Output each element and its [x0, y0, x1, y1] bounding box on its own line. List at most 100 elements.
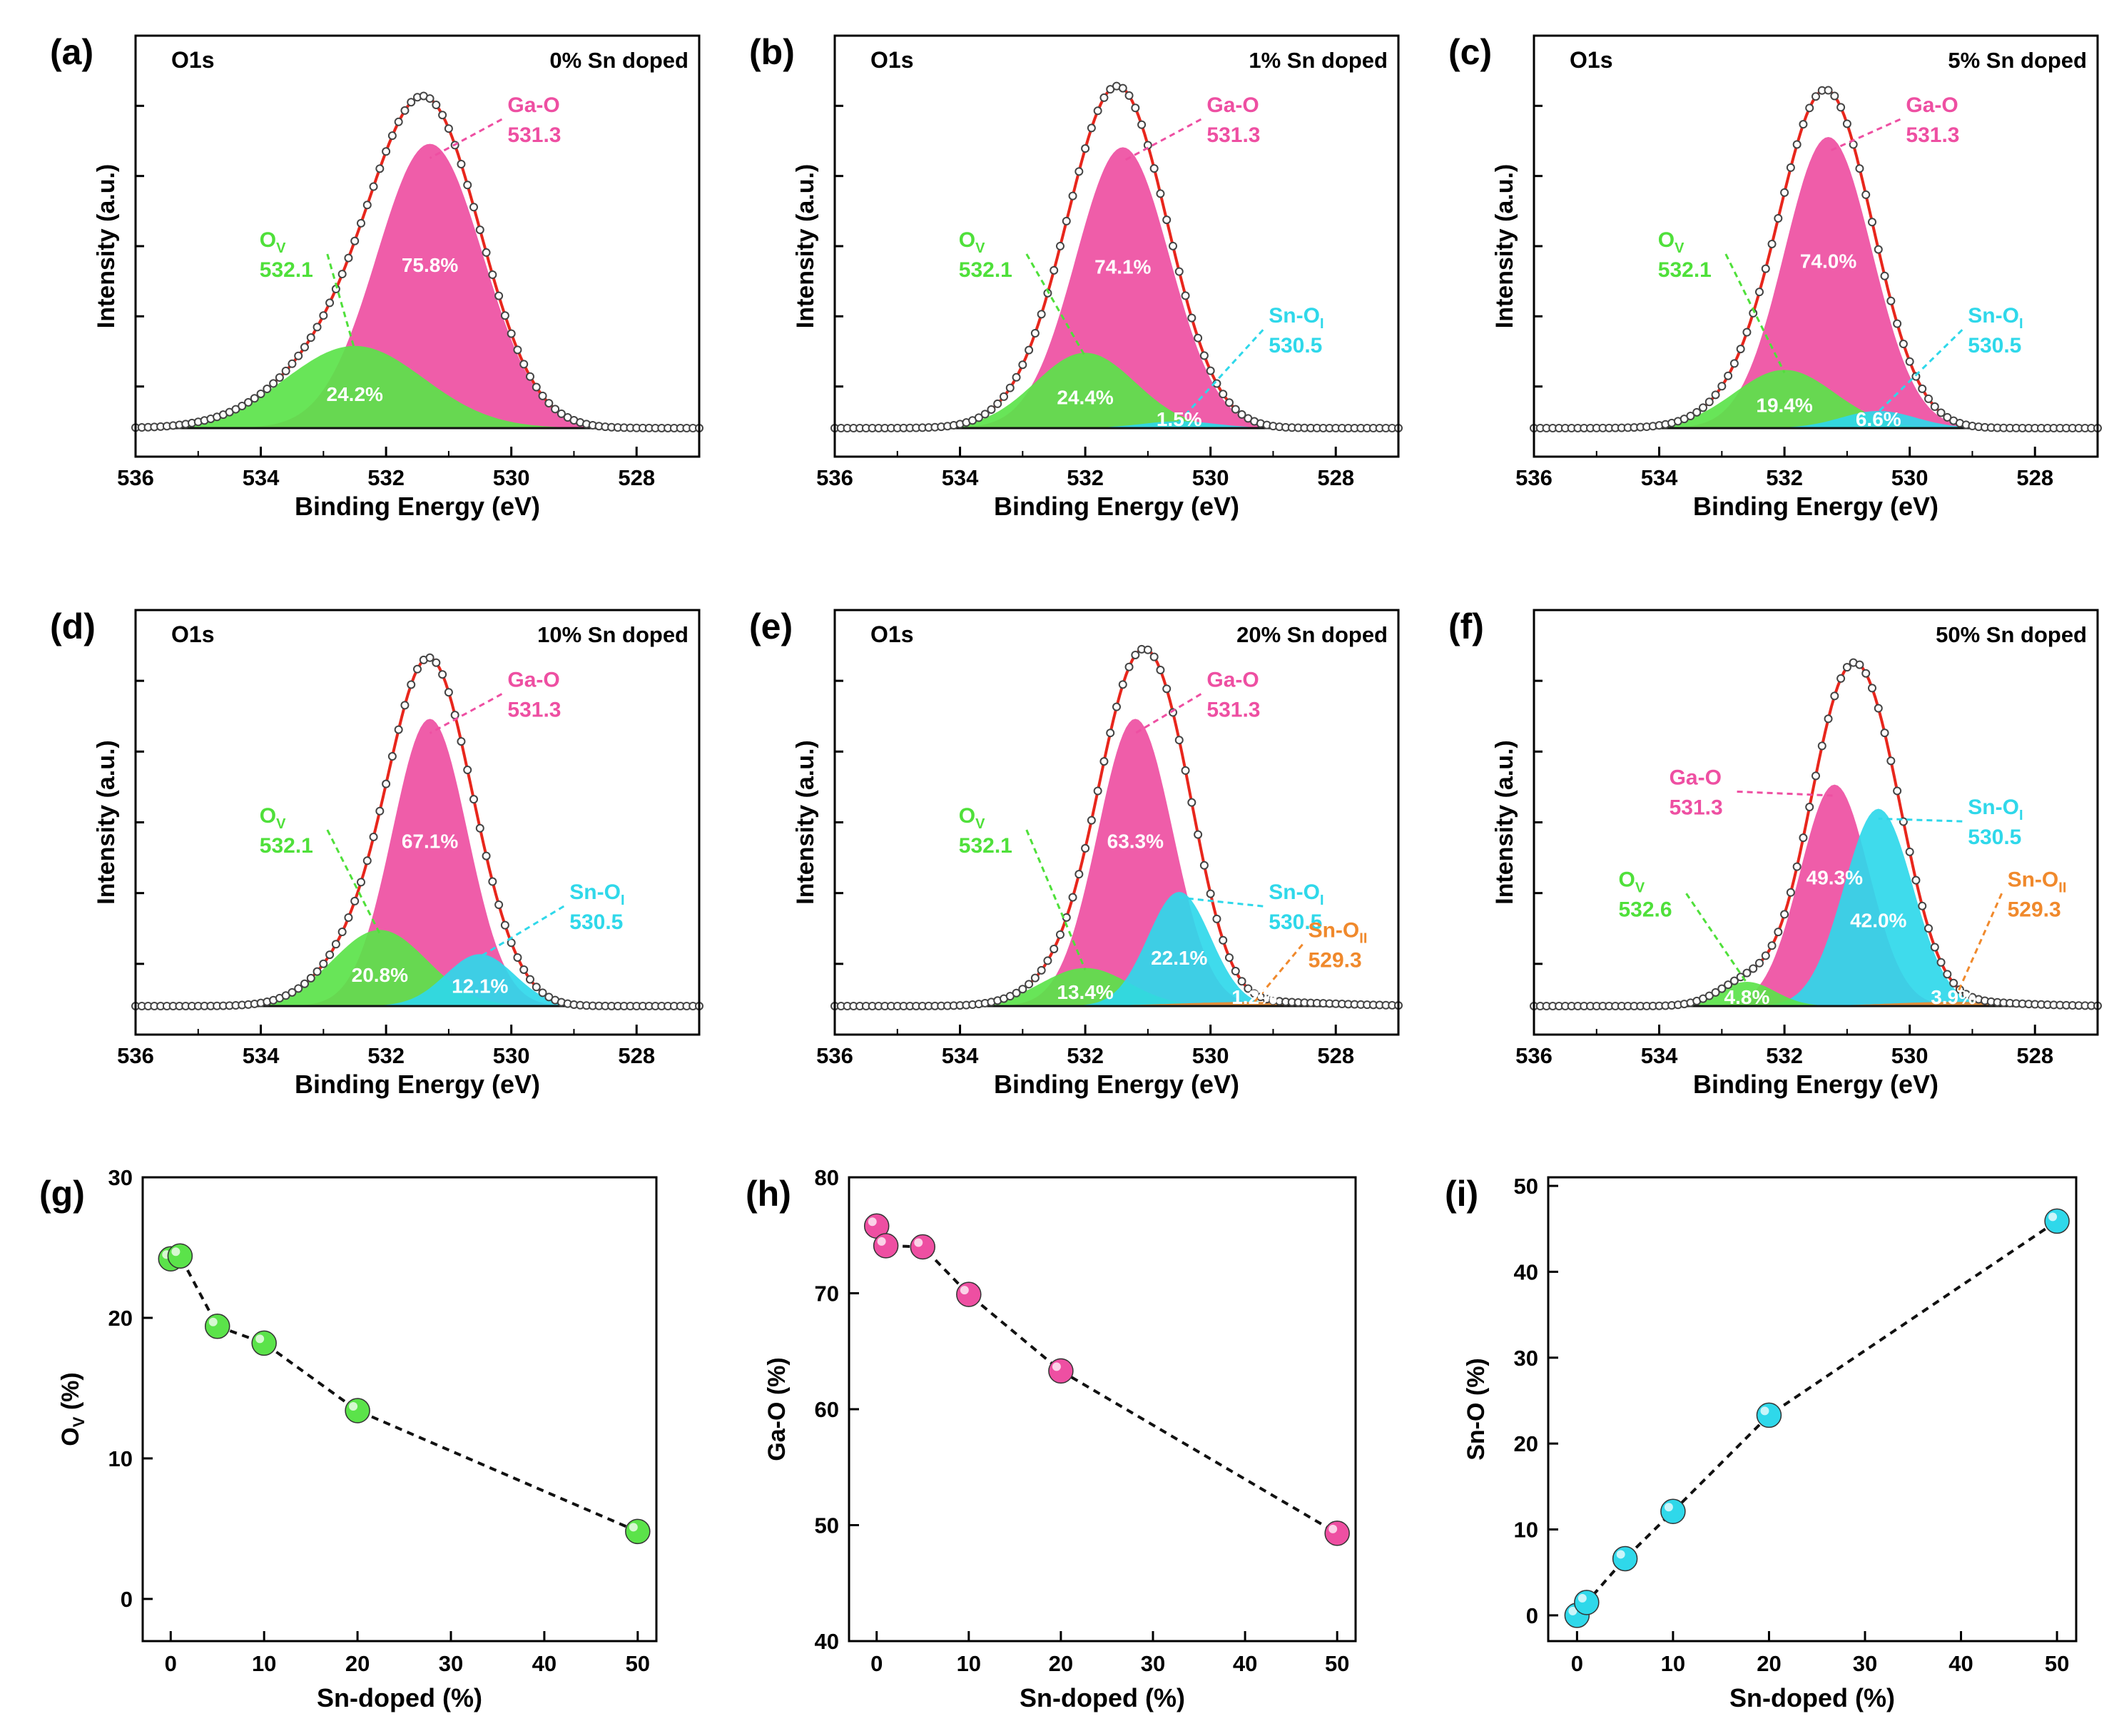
y-tick-label: 50 [815, 1513, 839, 1538]
data-point [1893, 786, 1902, 796]
sample-label: 0% Sn doped [549, 48, 688, 73]
data-point [1761, 264, 1770, 273]
component-energy: 530.5 [1968, 826, 2021, 849]
data-point [300, 979, 309, 988]
component-name: Ga-O [1206, 669, 1259, 692]
component-percent: 74.1% [1094, 256, 1151, 278]
marker-highlight [1052, 1362, 1061, 1371]
data-point [438, 111, 447, 120]
data-point [1093, 786, 1102, 796]
x-axis-label: Sn-doped (%) [1020, 1683, 1185, 1712]
data-point [1736, 345, 1745, 354]
data-point [325, 298, 335, 308]
marker-highlight [255, 1334, 265, 1344]
data-point [1905, 357, 1914, 366]
x-tick-label: 20 [345, 1651, 370, 1676]
x-tick-label: 20 [1757, 1651, 1781, 1676]
data-point [1149, 652, 1159, 661]
data-point [1162, 215, 1172, 225]
data-point [1199, 861, 1209, 870]
y-tick-label: 10 [108, 1446, 133, 1471]
plot-frame [141, 1176, 658, 1643]
sample-label: 10% Sn doped [537, 622, 688, 647]
data-point [1742, 328, 1752, 337]
y-tick-label: 0 [121, 1587, 133, 1612]
data-point [507, 329, 516, 338]
data-point [1861, 669, 1871, 678]
data-point [1767, 941, 1777, 950]
data-point [538, 391, 547, 400]
marker-highlight [349, 1401, 358, 1411]
data-point [319, 311, 328, 320]
x-tick-label: 30 [439, 1651, 463, 1676]
x-axis-label: Sn-doped (%) [317, 1683, 482, 1712]
data-marker [2044, 1208, 2070, 1234]
data-point [1206, 889, 1215, 898]
data-point [1131, 103, 1140, 113]
data-point [1880, 271, 1889, 280]
data-point [1711, 988, 1720, 997]
data-point [1244, 984, 1253, 993]
component-energy: 530.5 [569, 910, 623, 934]
data-point [1924, 394, 1933, 403]
panel-letter: (c) [1448, 32, 1492, 72]
data-point [1037, 965, 1046, 975]
x-axis-label: Sn-doped (%) [1729, 1683, 1895, 1712]
data-point [1056, 930, 1064, 939]
data-point [1943, 970, 1952, 979]
data-point [1805, 103, 1814, 113]
label-arrow [1827, 118, 1901, 153]
plot-frame [1547, 1176, 2078, 1643]
scatter-panel-(h): 0 10 20 30 40 50 40 50 60 70 80 Sn-doped (%) Ga-O (%… [746, 1165, 1357, 1712]
data-point [432, 658, 441, 667]
data-point [238, 402, 247, 411]
data-point [1199, 351, 1209, 360]
y-axis-label: Intensity (a.u.) [93, 164, 120, 328]
y-axis-label: Intensity (a.u.) [1491, 164, 1518, 328]
data-point [337, 270, 347, 279]
x-tick-label: 532 [1067, 465, 1104, 490]
data-point [1805, 803, 1814, 812]
xps-panel-(e): 536 534 532 530 528 Binding Energy (eV) Intens… [749, 606, 1403, 1099]
peak-Sn-OI [835, 421, 1398, 428]
data-point [1799, 120, 1808, 129]
marker-highlight [914, 1238, 923, 1247]
spectrum-title: O1s [870, 47, 913, 73]
marker-highlight [1760, 1406, 1769, 1416]
data-point [1724, 980, 1733, 990]
data-point [1774, 214, 1783, 223]
data-point [1711, 390, 1720, 400]
data-point [350, 896, 360, 905]
data-point [1704, 991, 1714, 1000]
data-point [1874, 245, 1883, 254]
data-point [532, 983, 541, 992]
component-name: Ga-O [507, 669, 559, 692]
data-point [1936, 408, 1946, 417]
x-tick-label: 528 [1317, 465, 1354, 490]
spectrum-title: O1s [1570, 47, 1612, 73]
data-point [1005, 383, 1015, 392]
peak-Ga-O [835, 719, 1398, 1006]
component-percent: 63.3% [1107, 831, 1164, 853]
data-point [369, 182, 378, 191]
data-point [1780, 910, 1789, 919]
data-point [1124, 91, 1134, 100]
data-point [1699, 403, 1707, 412]
x-tick-label: 532 [1766, 465, 1803, 490]
panel-letter: (a) [50, 32, 93, 72]
component-energy: 532.1 [1658, 258, 1712, 282]
component-energy: 532.1 [959, 258, 1012, 282]
data-point [1087, 123, 1096, 133]
x-tick-label: 10 [957, 1651, 981, 1676]
data-point [463, 766, 472, 775]
x-tick-label: 534 [1641, 1043, 1678, 1068]
xps-panel-(d): 536 534 532 530 528 Binding Energy (eV) Intens… [50, 606, 703, 1099]
data-point [1729, 359, 1739, 368]
x-tick-label: 536 [816, 1043, 853, 1068]
data-marker [1324, 1521, 1350, 1546]
component-energy: 532.1 [260, 258, 313, 282]
data-point [1824, 86, 1833, 95]
data-point [1137, 120, 1147, 129]
data-marker [167, 1243, 193, 1269]
panel-letter: (i) [1445, 1174, 1478, 1214]
